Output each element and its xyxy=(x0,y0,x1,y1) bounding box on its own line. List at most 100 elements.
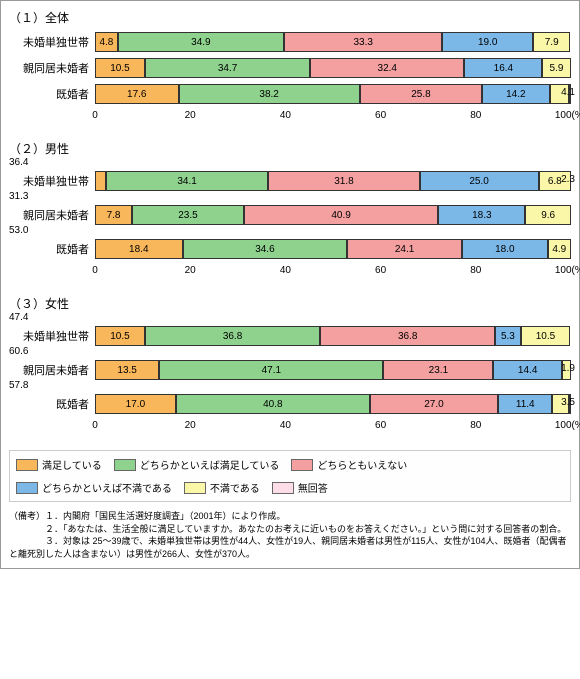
cumulative-annotation: 47.4 xyxy=(9,312,28,323)
bar-segment: 33.3 xyxy=(284,32,443,52)
axis-tick: 40 xyxy=(280,420,291,431)
axis-tick: 20 xyxy=(185,420,196,431)
bar-segment: 10.5 xyxy=(95,326,145,346)
panel-title: （２）男性 xyxy=(9,140,571,157)
legend-label: どちらかといえば満足している xyxy=(140,457,280,472)
legend-swatch xyxy=(16,459,38,471)
legend-item: どちらかといえば不満である xyxy=(16,480,172,495)
axis-tick: 100(%) xyxy=(555,265,580,276)
legend-label: どちらかといえば不満である xyxy=(42,480,172,495)
bar-segment: 9.6 xyxy=(525,205,571,225)
axis-tick: 100(%) xyxy=(555,110,580,121)
x-axis: 020406080100(%) xyxy=(95,110,571,128)
bar-segment: 17.0 xyxy=(95,394,176,414)
axis-tick: 20 xyxy=(185,110,196,121)
bar-segment: 4.8 xyxy=(95,32,118,52)
bar-segment: 40.9 xyxy=(244,205,438,225)
legend-swatch xyxy=(291,459,313,471)
legend-label: 不満である xyxy=(210,480,260,495)
bar-segment: 10.5 xyxy=(95,58,145,78)
axis-tick: 100(%) xyxy=(555,420,580,431)
stacked-bar: 17.638.225.814.2 xyxy=(95,84,571,104)
bar-segment: 40.8 xyxy=(176,394,370,414)
row-label: 未婚単独世帯 xyxy=(9,328,95,344)
axis-tick: 80 xyxy=(470,420,481,431)
external-value-label: 2.3 xyxy=(561,174,575,185)
bar-segment: 25.0 xyxy=(420,171,539,191)
axis-tick: 40 xyxy=(280,265,291,276)
bar-segment xyxy=(95,171,106,191)
footnote-line: （備考）１．内閣府「国民生活選好度調査」（2001年）により作成。 xyxy=(9,510,571,523)
bar-row: 未婚単独世帯34.131.825.06.836.42.3 xyxy=(9,171,571,191)
legend-label: どちらともいえない xyxy=(317,457,407,472)
stacked-bar: 4.834.933.319.07.9 xyxy=(95,32,571,52)
x-axis: 020406080100(%) xyxy=(95,420,571,438)
legend-label: 満足している xyxy=(42,457,102,472)
stacked-bar: 18.434.624.118.04.9 xyxy=(95,239,571,259)
stacked-bar: 10.534.732.416.45.9 xyxy=(95,58,571,78)
axis-tick: 40 xyxy=(280,110,291,121)
bar-segment: 18.0 xyxy=(462,239,548,259)
cumulative-annotation: 31.3 xyxy=(9,191,28,202)
row-label: 親同居未婚者 xyxy=(9,362,95,378)
bar-segment: 47.1 xyxy=(159,360,383,380)
axis-tick: 20 xyxy=(185,265,196,276)
bar-row: 既婚者18.434.624.118.04.953.0 xyxy=(9,239,571,259)
footnotes: （備考）１．内閣府「国民生活選好度調査」（2001年）により作成。 ２．「あなた… xyxy=(9,510,571,560)
bar-row: 既婚者17.638.225.814.24.10.2 xyxy=(9,84,571,104)
chart-panel: （３）女性未婚単独世帯10.536.836.85.310.547.4親同居未婚者… xyxy=(9,295,571,438)
external-value-label: 1.9 xyxy=(561,363,575,374)
stacked-bar: 10.536.836.85.310.5 xyxy=(95,326,571,346)
bar-segment: 34.1 xyxy=(106,171,268,191)
bar-segment: 13.5 xyxy=(95,360,159,380)
bar-segment: 10.5 xyxy=(521,326,571,346)
legend: 満足している どちらかといえば満足している どちらともいえないどちらかといえば不満で… xyxy=(9,450,571,502)
cumulative-annotation: 60.6 xyxy=(9,346,28,357)
bar-segment: 38.2 xyxy=(179,84,360,104)
cumulative-annotation: 36.4 xyxy=(9,157,28,168)
row-label: 未婚単独世帯 xyxy=(9,34,95,50)
bar-row: 未婚単独世帯4.834.933.319.07.9 xyxy=(9,32,571,52)
bar-segment: 24.1 xyxy=(347,239,462,259)
bar-segment: 4.9 xyxy=(548,239,571,259)
legend-item: どちらかといえば満足している xyxy=(114,457,280,472)
legend-item: 不満である xyxy=(184,480,260,495)
bar-segment: 18.4 xyxy=(95,239,183,259)
bar-segment: 14.4 xyxy=(493,360,562,380)
axis-tick: 80 xyxy=(470,110,481,121)
stacked-bar: 34.131.825.06.8 xyxy=(95,171,571,191)
legend-item: 満足している xyxy=(16,457,102,472)
axis-tick: 60 xyxy=(375,110,386,121)
legend-swatch xyxy=(272,482,294,494)
bar-segment: 5.9 xyxy=(542,58,570,78)
bar-segment: 23.1 xyxy=(383,360,493,380)
legend-item: 無回答 xyxy=(272,480,328,495)
axis-tick: 60 xyxy=(375,265,386,276)
footnote-line: ２．「あなたは、生活全般に満足していますか。あなたのお考えに近いものをお答えくだ… xyxy=(9,523,571,536)
bar-segment: 17.6 xyxy=(95,84,179,104)
legend-item: どちらともいえない xyxy=(291,457,407,472)
cumulative-annotation: 53.0 xyxy=(9,225,28,236)
bar-segment: 7.9 xyxy=(533,32,571,52)
row-label: 親同居未婚者 xyxy=(9,207,95,223)
bar-segment: 25.8 xyxy=(360,84,482,104)
legend-swatch xyxy=(16,482,38,494)
bar-segment: 34.6 xyxy=(183,239,348,259)
row-label: 親同居未婚者 xyxy=(9,60,95,76)
bar-segment: 23.5 xyxy=(132,205,244,225)
stacked-bar: 7.823.540.918.39.6 xyxy=(95,205,571,225)
bar-segment: 34.7 xyxy=(145,58,310,78)
axis-tick: 0 xyxy=(92,110,98,121)
bar-row: 親同居未婚者10.534.732.416.45.9 xyxy=(9,58,571,78)
bar-row: 親同居未婚者13.547.123.114.460.61.9 xyxy=(9,360,571,380)
bar-row: 既婚者17.040.827.011.457.83.50.3 xyxy=(9,394,571,414)
axis-tick: 0 xyxy=(92,265,98,276)
bar-segment: 27.0 xyxy=(370,394,498,414)
row-label: 既婚者 xyxy=(9,396,95,412)
legend-swatch xyxy=(114,459,136,471)
stacked-bar: 17.040.827.011.4 xyxy=(95,394,571,414)
external-value-label: 4.1 xyxy=(561,87,575,98)
x-axis: 020406080100(%) xyxy=(95,265,571,283)
axis-tick: 80 xyxy=(470,265,481,276)
legend-label: 無回答 xyxy=(298,480,328,495)
